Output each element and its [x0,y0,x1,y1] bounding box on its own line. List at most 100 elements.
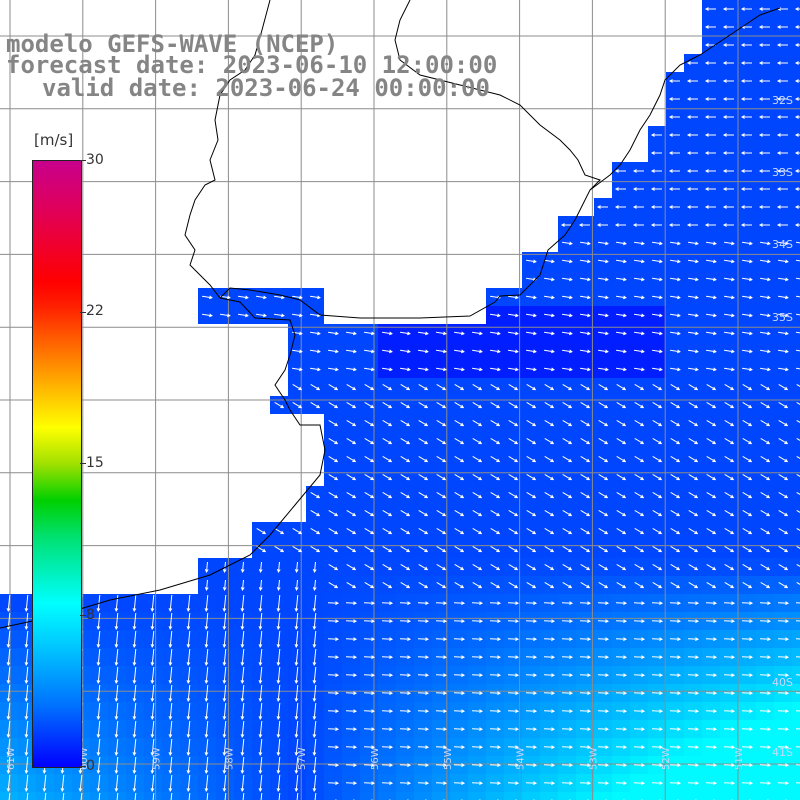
direction-arrow [418,527,428,535]
direction-arrow-head [784,440,789,445]
direction-arrow [7,630,11,648]
direction-arrow-head [767,745,772,750]
ocean-cell [792,414,800,432]
direction-arrow-head [776,205,781,209]
direction-arrow [274,295,284,299]
direction-arrow-head [204,644,209,649]
direction-arrow-head [24,662,29,667]
direction-arrow-head [258,644,263,649]
direction-arrow-head [704,61,709,65]
direction-arrow-head [204,569,209,574]
direction-arrow [598,367,608,371]
direction-arrow-head [668,169,673,173]
direction-arrow-head [622,241,627,246]
direction-arrow-head [731,745,736,750]
direction-arrow [508,313,518,317]
direction-arrow-head [568,584,573,589]
direction-arrow-head [514,313,519,318]
direction-arrow-head [550,386,555,391]
direction-arrow [278,792,281,800]
direction-arrow [133,666,137,684]
direction-arrow-head [568,476,573,481]
direction-arrow-head [533,637,538,642]
direction-arrow-head [623,673,628,678]
direction-arrow [580,295,590,299]
direction-arrow [760,383,770,391]
direction-arrow-head [478,422,483,427]
direction-arrow [310,509,320,517]
direction-arrow-head [658,458,663,463]
direction-arrow [490,437,500,445]
direction-arrow-head [569,691,574,696]
direction-arrow-head [515,673,520,678]
direction-arrow [400,367,410,371]
direction-arrow [634,401,644,409]
direction-arrow-head [676,295,681,300]
direction-arrow-head [622,530,627,535]
direction-arrow-head [677,709,682,714]
direction-arrow-head [132,716,137,721]
direction-arrow [742,581,752,589]
direction-arrow-head [388,404,393,409]
direction-arrow [454,563,464,571]
direction-arrow-head [258,662,263,667]
direction-arrow [580,331,590,335]
direction-arrow [151,738,155,756]
direction-arrow-head [240,569,245,574]
direction-arrow-head [389,763,394,768]
direction-arrow-head [294,608,299,613]
direction-arrow-head [766,494,771,499]
direction-arrow-head [461,745,466,750]
direction-arrow-head [258,569,263,574]
direction-arrow [796,383,800,387]
direction-arrow [616,383,626,391]
longitude-labels: 61W 60W 59W 58W 57W 56W 55W 54W 53W 52W 51W [6,747,745,770]
direction-arrow-head [641,727,646,732]
direction-arrow [296,561,298,573]
direction-arrow-head [24,680,29,685]
direction-arrow-head [794,115,799,119]
direction-arrow [796,331,800,334]
lon-label: 57W [297,747,308,770]
direction-arrow-head [658,241,663,246]
direction-arrow-head [407,745,412,750]
direction-arrow [346,509,356,517]
direction-arrow [382,581,392,589]
direction-arrow [259,594,263,612]
direction-arrow-head [622,458,627,463]
direction-arrow-head [550,548,555,553]
direction-arrow [562,437,572,445]
direction-arrow-head [479,637,484,642]
direction-arrow-head [479,781,484,786]
direction-arrow [454,367,464,371]
direction-arrow-head [749,745,754,750]
direction-arrow-head [24,734,29,739]
direction-arrow [562,455,572,463]
direction-arrow [616,277,626,281]
direction-arrow [238,295,248,299]
direction-arrow [295,756,299,774]
direction-arrow-head [389,709,394,714]
direction-arrow [310,367,320,371]
direction-arrow-head [294,680,299,685]
direction-arrow-head [722,7,727,11]
direction-arrow-head [316,512,321,517]
direction-arrow-head [407,637,412,642]
direction-arrow-head [676,404,681,409]
direction-arrow-head [758,115,763,119]
direction-arrow-head [658,386,663,391]
direction-arrow [760,509,770,517]
direction-arrow-head [442,440,447,445]
direction-arrow-head [767,727,772,732]
direction-arrow [706,259,716,263]
direction-arrow-head [132,608,137,613]
direction-arrow-head [442,422,447,427]
direction-arrow [133,648,137,666]
direction-arrow [634,331,644,335]
direction-arrow-head [686,223,691,227]
direction-arrow [8,792,11,800]
direction-arrow-head [712,476,717,481]
direction-arrow-head [586,295,591,300]
direction-arrow-head [632,205,637,209]
direction-arrow-head [114,662,119,667]
